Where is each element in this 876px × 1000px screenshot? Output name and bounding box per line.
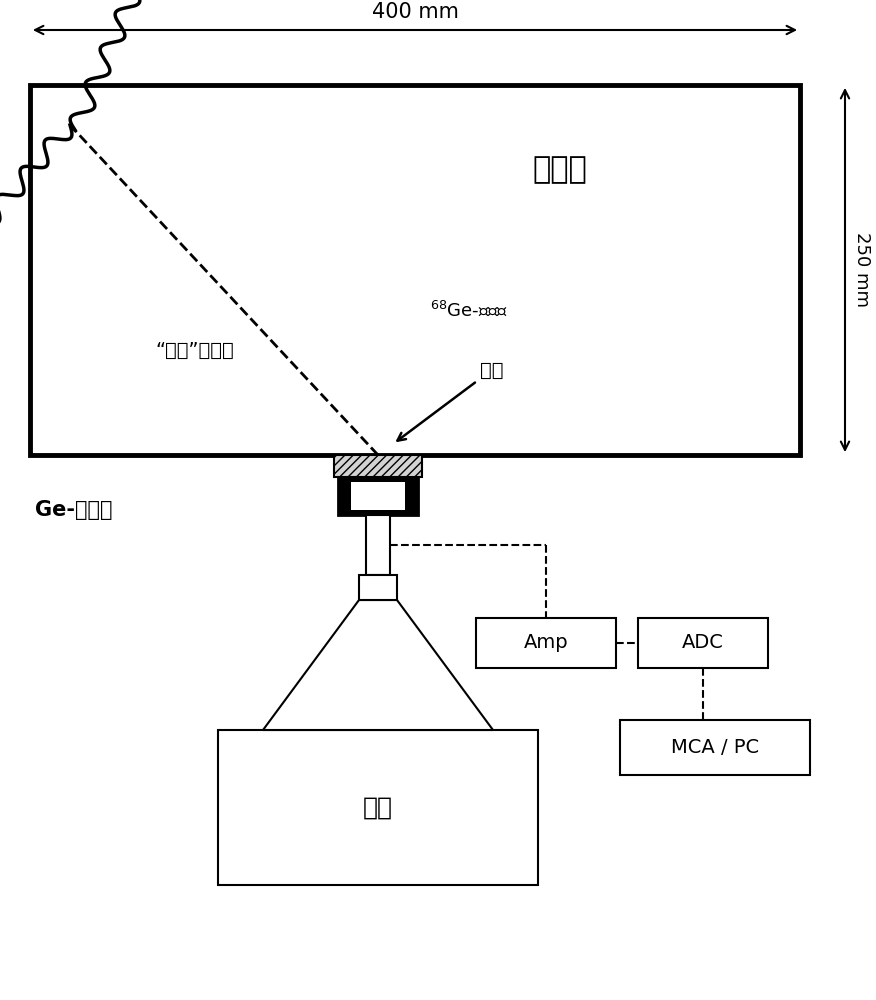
Text: 液氮: 液氮: [363, 796, 393, 820]
Bar: [351, 482, 405, 510]
Text: Amp: Amp: [524, 634, 569, 652]
Bar: [476, 618, 616, 668]
Polygon shape: [263, 600, 493, 730]
Bar: [30, 85, 800, 455]
Bar: [334, 455, 422, 477]
Text: 250 mm: 250 mm: [853, 232, 871, 308]
Bar: [638, 618, 768, 668]
Text: “无效”正电子: “无效”正电子: [155, 340, 234, 360]
Text: $^{68}$Ge-放射源: $^{68}$Ge-放射源: [430, 300, 507, 320]
Text: 400 mm: 400 mm: [371, 2, 458, 22]
Bar: [620, 720, 810, 775]
Text: Ge-探测器: Ge-探测器: [35, 500, 112, 520]
Text: 真空室: 真空室: [533, 155, 588, 184]
Bar: [359, 575, 397, 600]
Bar: [218, 730, 538, 885]
Text: 样品: 样品: [398, 360, 504, 441]
Bar: [366, 515, 390, 575]
Text: MCA / PC: MCA / PC: [671, 738, 759, 757]
Bar: [338, 477, 418, 515]
Text: ADC: ADC: [682, 634, 724, 652]
